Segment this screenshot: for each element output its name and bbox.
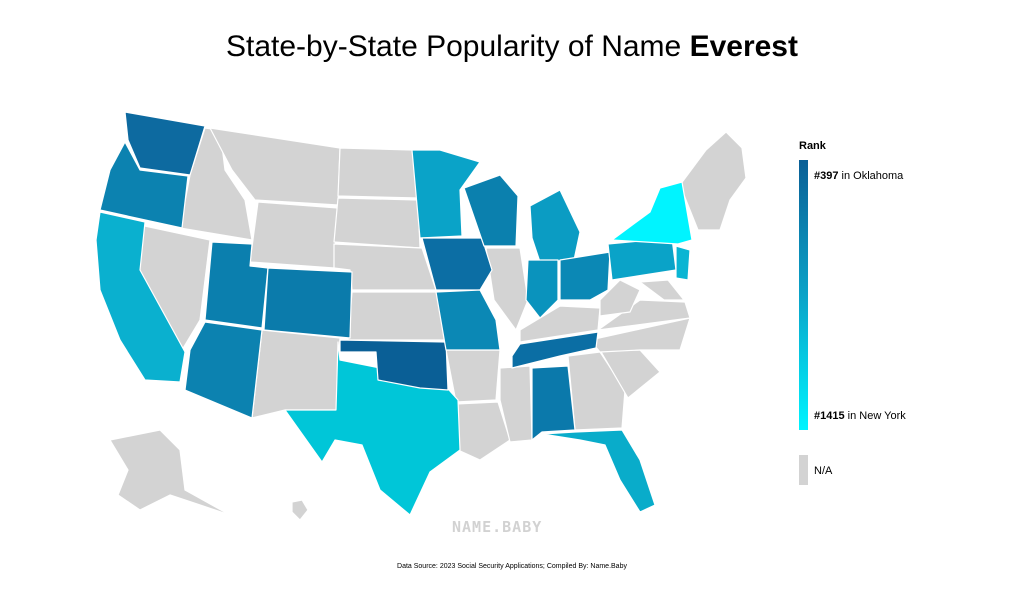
legend-min-rank: #1415 (814, 410, 845, 422)
state-new-mexico[interactable] (251, 329, 341, 419)
state-kansas[interactable] (347, 291, 447, 341)
state-california[interactable] (95, 211, 186, 383)
legend-max-text: in Oklahoma (838, 170, 904, 182)
state-new-jersey[interactable] (675, 245, 691, 281)
state-tennessee[interactable] (511, 331, 599, 369)
state-minnesota[interactable] (411, 149, 481, 239)
watermark-logo: NAME.BABY (452, 518, 543, 536)
state-alabama[interactable] (531, 365, 576, 441)
state-south-dakota[interactable] (333, 197, 421, 249)
state-north-dakota[interactable] (337, 147, 419, 199)
state-new-york[interactable] (611, 181, 693, 245)
state-wisconsin[interactable] (463, 174, 519, 247)
legend-max-rank: #397 (814, 170, 839, 182)
legend-min-label: #1415 in New York (814, 410, 906, 422)
state-oregon[interactable] (99, 141, 189, 229)
data-source-note: Data Source: 2023 Social Security Applic… (397, 563, 627, 570)
state-indiana[interactable] (525, 259, 559, 319)
state-arizona[interactable] (184, 321, 263, 419)
state-louisiana[interactable] (455, 401, 511, 461)
state-illinois[interactable] (485, 247, 529, 331)
state-north-carolina[interactable] (589, 317, 691, 353)
map-title: State-by-State Popularity of Name Everes… (0, 30, 1024, 64)
title-name: Everest (689, 30, 798, 63)
state-west-virginia[interactable] (599, 279, 641, 317)
state-alaska[interactable] (109, 429, 231, 516)
state-arkansas[interactable] (445, 349, 501, 403)
state-maryland-delaware[interactable] (639, 279, 685, 301)
legend-na-label: N/A (814, 465, 833, 477)
state-missouri[interactable] (435, 289, 501, 351)
state-kentucky[interactable] (519, 305, 601, 343)
state-hawaii[interactable] (291, 499, 309, 521)
state-mississippi[interactable] (499, 365, 533, 443)
state-new-england[interactable] (679, 131, 747, 231)
state-ohio[interactable] (559, 251, 611, 301)
state-colorado[interactable] (263, 267, 353, 339)
state-iowa[interactable] (421, 237, 493, 291)
legend-title: Rank (799, 140, 826, 152)
state-wyoming[interactable] (249, 201, 339, 269)
state-montana[interactable] (209, 127, 341, 206)
state-florida[interactable] (541, 429, 656, 513)
state-washington[interactable] (124, 111, 206, 176)
state-pennsylvania[interactable] (607, 237, 677, 281)
legend-na-swatch (799, 455, 808, 485)
legend-color-scale (799, 160, 808, 430)
legend-min-text: in New York (844, 410, 906, 422)
state-michigan[interactable] (529, 189, 581, 263)
legend-max-label: #397 in Oklahoma (814, 170, 903, 182)
title-prefix: State-by-State Popularity of Name (226, 30, 690, 63)
legend-gradient (799, 160, 808, 430)
